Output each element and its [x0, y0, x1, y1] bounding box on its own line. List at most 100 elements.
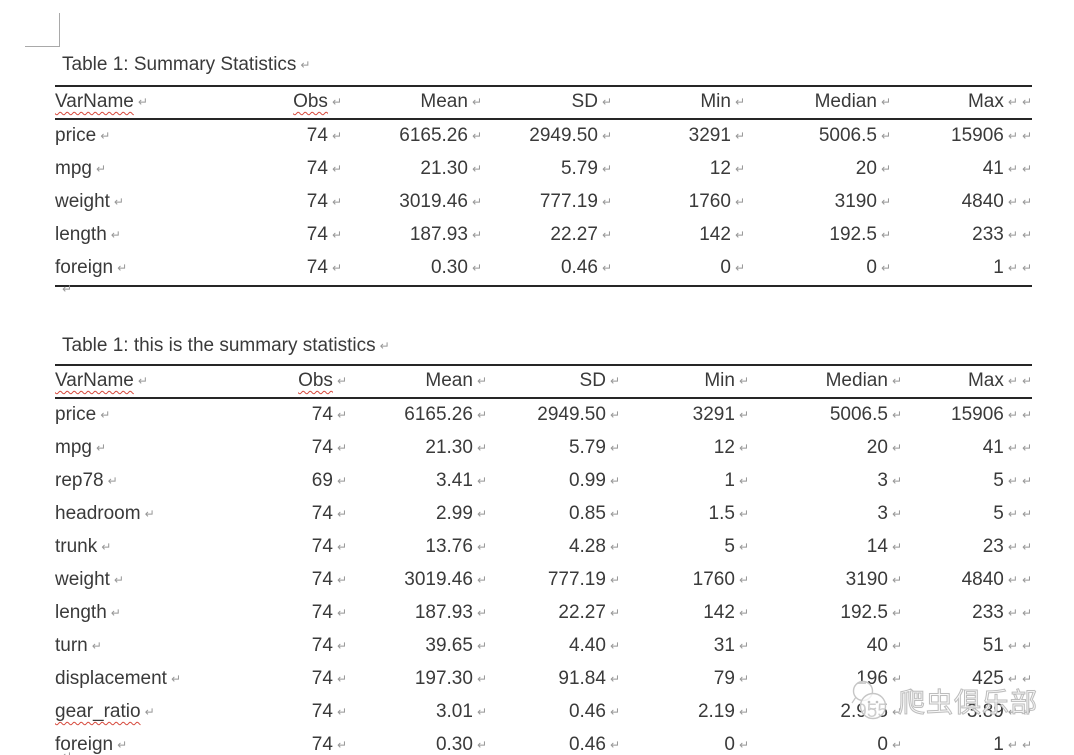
row-label-cell: weight ↵: [55, 186, 241, 219]
value-cell: 74 ↵: [245, 564, 347, 597]
column-header-max: Max ↵ ↵: [902, 364, 1032, 399]
cell-end-mark: ↵: [476, 639, 487, 653]
cell-end-mark: ↵: [609, 374, 620, 388]
row-label-cell: rep78 ↵: [55, 465, 245, 498]
cell-end-mark: ↵: [336, 408, 347, 422]
row-end-mark: ↵: [1021, 738, 1032, 752]
value-cell: 3019.46 ↵: [347, 564, 487, 597]
value-cell: 4840 ↵ ↵: [891, 186, 1032, 219]
value-cell: 197.30 ↵: [347, 663, 487, 696]
cell-end-mark: ↵: [609, 474, 620, 488]
row-label-cell: weight ↵: [55, 564, 245, 597]
cell-text: 425: [972, 668, 1004, 689]
cell-end-mark: ↵: [1007, 474, 1018, 488]
cell-end-mark: ↵: [476, 507, 487, 521]
row-end-mark: ↵: [1021, 228, 1032, 242]
cell-end-mark: ↵: [117, 261, 128, 275]
cell-text: 0.99: [568, 470, 606, 491]
cell-end-mark: ↵: [476, 672, 487, 686]
cell-text: 0.85: [568, 503, 606, 524]
column-header-varname: VarName ↵: [55, 85, 241, 120]
cell-text: 1: [993, 734, 1004, 755]
header-text: Median: [814, 91, 877, 112]
column-header-varname: VarName ↵: [55, 364, 245, 399]
cell-end-mark: ↵: [137, 95, 148, 109]
value-cell: 74 ↵: [245, 531, 347, 564]
cell-end-mark: ↵: [100, 129, 111, 143]
header-text: SD: [579, 370, 606, 391]
value-cell: 5 ↵: [620, 531, 749, 564]
cell-text: 3: [877, 503, 888, 524]
cell-end-mark: ↵: [738, 474, 749, 488]
cell-text: 142: [699, 224, 731, 245]
cell-text: 21.30: [425, 437, 473, 458]
value-cell: 74 ↵: [245, 597, 347, 630]
value-cell: 74 ↵: [241, 219, 342, 252]
value-cell: 777.19 ↵: [482, 186, 612, 219]
value-cell: 1 ↵ ↵: [891, 252, 1032, 287]
cell-text: mpg: [55, 158, 92, 179]
value-cell: 23 ↵ ↵: [902, 531, 1032, 564]
cell-text: 79: [713, 668, 735, 689]
cell-text: 74: [306, 125, 328, 146]
cell-end-mark: ↵: [107, 474, 118, 488]
cell-end-mark: ↵: [336, 705, 347, 719]
table2-caption-text: Table 1: this is the summary statistics: [62, 335, 376, 356]
value-cell: 233 ↵ ↵: [902, 597, 1032, 630]
cell-text: length: [55, 602, 107, 623]
row-end-mark: ↵: [1021, 374, 1032, 388]
table-row: mpg ↵ 74 ↵ 21.30 ↵ 5.79 ↵ 12 ↵ 20 ↵ 41 ↵ ↵: [55, 153, 1032, 186]
cell-end-mark: ↵: [891, 474, 902, 488]
paragraph-mark: ↵: [62, 282, 73, 296]
row-end-mark: ↵: [1021, 261, 1032, 275]
summary-table-2: VarName ↵ Obs ↵ Mean ↵ SD ↵ Min ↵ Median ↵ Max…: [55, 364, 1032, 755]
cell-text: 0: [877, 734, 888, 755]
value-cell: 15906 ↵ ↵: [902, 398, 1032, 432]
cell-end-mark: ↵: [476, 441, 487, 455]
value-cell: 3 ↵: [749, 465, 902, 498]
cell-text: 187.93: [409, 224, 468, 245]
cell-end-mark: ↵: [609, 738, 620, 752]
value-cell: 39.65 ↵: [347, 630, 487, 663]
value-cell: 2949.50 ↵: [482, 119, 612, 153]
header-text: Max: [967, 91, 1004, 112]
cell-end-mark: ↵: [471, 261, 482, 275]
value-cell: 0 ↵: [749, 729, 902, 755]
cell-text: 23: [982, 536, 1004, 557]
row-label-cell: trunk ↵: [55, 531, 245, 564]
cell-end-mark: ↵: [609, 705, 620, 719]
value-cell: 1.5 ↵: [620, 498, 749, 531]
row-end-mark: ↵: [1021, 474, 1032, 488]
cell-end-mark: ↵: [1007, 195, 1018, 209]
cell-text: 777.19: [547, 569, 606, 590]
cell-text: 2.19: [697, 701, 735, 722]
value-cell: 0 ↵: [620, 729, 749, 755]
cell-end-mark: ↵: [880, 129, 891, 143]
cell-end-mark: ↵: [117, 738, 128, 752]
row-end-mark: ↵: [1021, 95, 1032, 109]
value-cell: 69 ↵: [245, 465, 347, 498]
cell-text: 40: [866, 635, 888, 656]
cell-text: 3190: [845, 569, 888, 590]
cell-end-mark: ↵: [609, 606, 620, 620]
cell-text: 3019.46: [404, 569, 473, 590]
cell-end-mark: ↵: [336, 738, 347, 752]
cell-text: 0: [720, 257, 731, 278]
cell-text: 74: [306, 224, 328, 245]
table-row: headroom ↵ 74 ↵ 2.99 ↵ 0.85 ↵ 1.5 ↵ 3 ↵ 5 ↵ ↵: [55, 498, 1032, 531]
cell-text: 74: [311, 503, 333, 524]
cell-text: 4840: [961, 569, 1004, 590]
cell-end-mark: ↵: [101, 540, 112, 554]
value-cell: 2.99 ↵: [347, 498, 487, 531]
cell-text: 3.41: [435, 470, 473, 491]
value-cell: 51 ↵ ↵: [902, 630, 1032, 663]
paragraph-mark: ↵: [300, 58, 311, 72]
cell-text: 22.27: [550, 224, 598, 245]
cell-end-mark: ↵: [331, 95, 342, 109]
cell-text: 1.5: [708, 503, 735, 524]
value-cell: 74 ↵: [245, 498, 347, 531]
cell-end-mark: ↵: [100, 408, 111, 422]
cell-end-mark: ↵: [1007, 606, 1018, 620]
cell-text: 1760: [688, 191, 731, 212]
cell-text: rep78: [55, 470, 104, 491]
